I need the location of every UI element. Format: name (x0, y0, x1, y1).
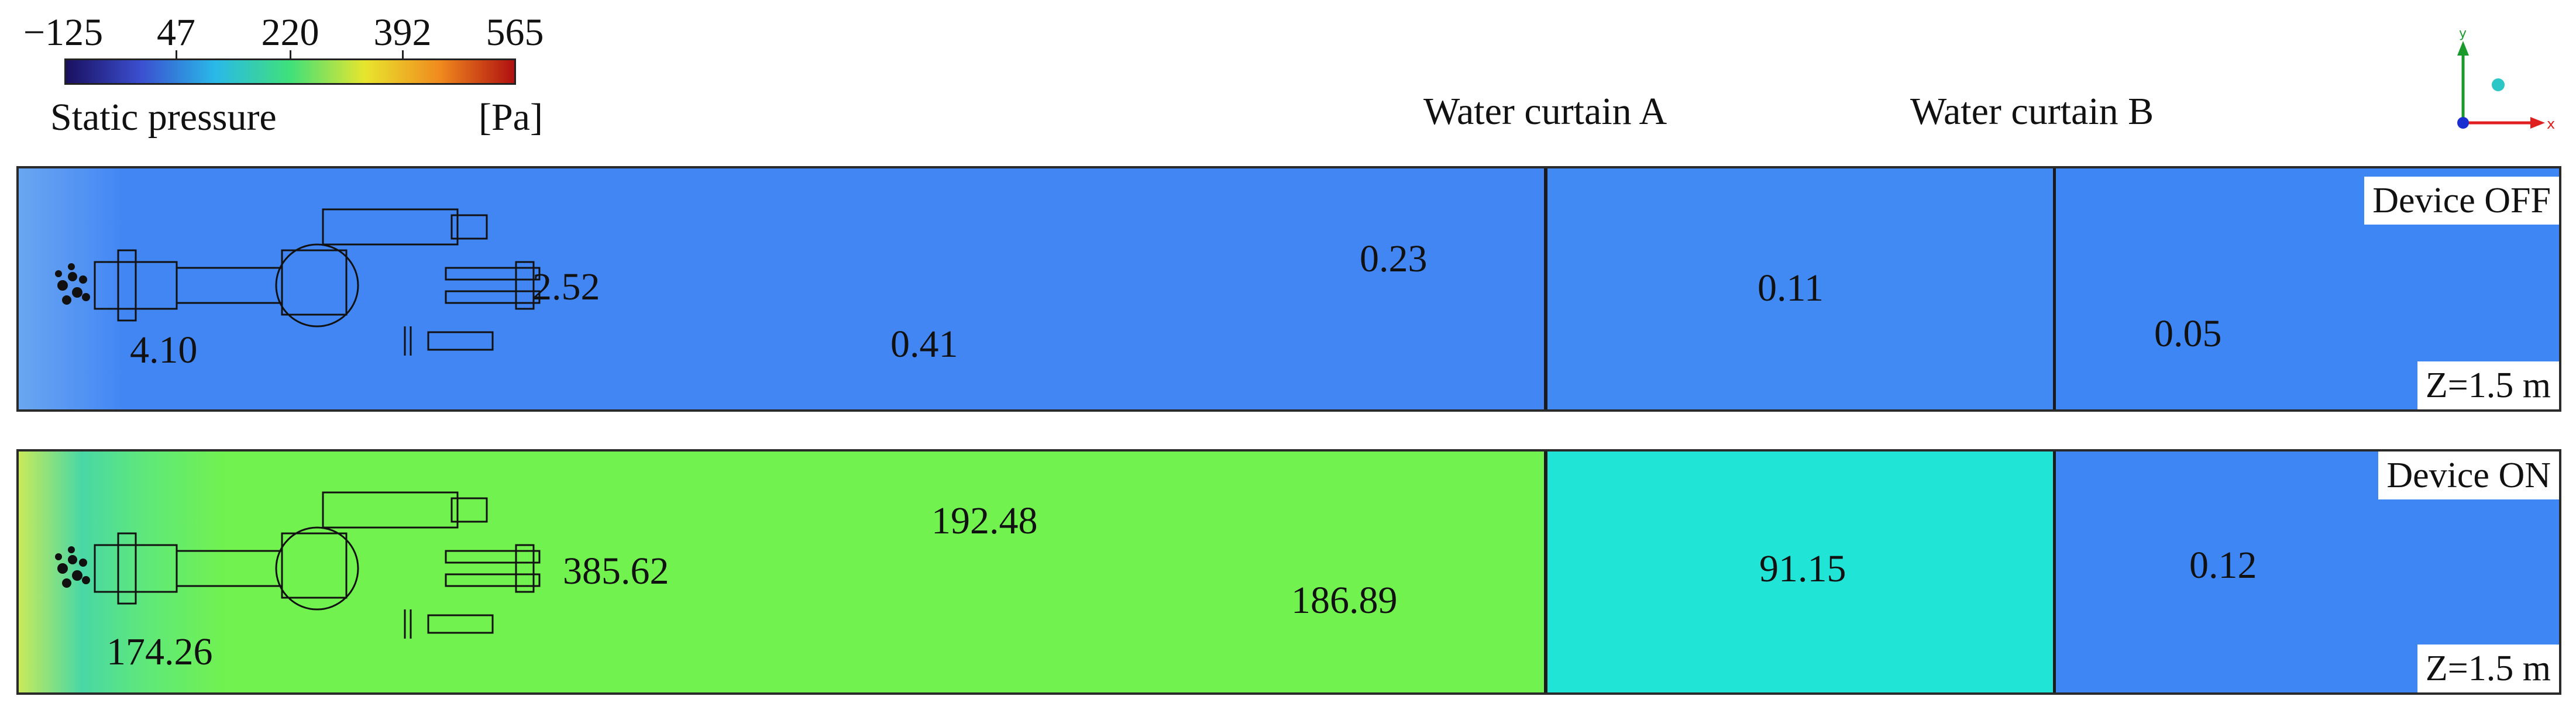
plane-label: Z=1.5 m (2417, 644, 2559, 692)
curtain-a-line (1544, 168, 1547, 409)
legend-tick-label: 47 (157, 11, 195, 54)
curtain-b-line (2053, 451, 2056, 692)
pressure-value: 2.52 (532, 266, 600, 308)
axis-triad-icon: y x (2457, 26, 2555, 132)
device-state-label: Device OFF (2364, 177, 2559, 225)
legend-unit: [Pa] (479, 96, 543, 139)
pressure-value: 0.23 (1360, 237, 1428, 280)
legend-tick-label: 392 (373, 11, 432, 54)
roadheader-machine-icon (55, 208, 541, 356)
pressure-value: 4.10 (130, 329, 198, 371)
svg-text:x: x (2547, 116, 2555, 132)
legend-tick-mark (176, 50, 177, 62)
pressure-value: 0.05 (2154, 312, 2222, 355)
pressure-value: 91.15 (1759, 547, 1846, 590)
legend-tick-label: 220 (261, 11, 319, 54)
pressure-value: 0.41 (890, 323, 958, 366)
colormap-bar (64, 58, 516, 85)
tunnel-zone (19, 168, 1546, 409)
legend-tick-label: −125 (23, 11, 104, 54)
pressure-value: 0.12 (2189, 544, 2257, 587)
near-face-zone (19, 168, 124, 409)
plane-label: Z=1.5 m (2417, 361, 2559, 409)
roadheader-machine-icon (55, 491, 541, 639)
pressure-value: 174.26 (106, 630, 213, 673)
device-off-panel: 4.10 2.52 0.41 0.23 0.11 0.05 Device OFF… (16, 166, 2561, 412)
near-face-zone (19, 451, 229, 692)
legend-tick-mark (290, 50, 291, 62)
water-curtain-a-label: Water curtain A (1423, 90, 1667, 133)
pressure-value: 385.62 (563, 550, 669, 592)
pressure-value: 0.11 (1758, 267, 1824, 309)
curtain-a-zone (1546, 168, 2055, 409)
pressure-value: 192.48 (931, 499, 1038, 542)
legend-tick-mark (402, 50, 404, 62)
device-on-panel: 174.26 385.62 192.48 186.89 91.15 0.12 D… (16, 449, 2561, 695)
device-state-label: Device ON (2378, 451, 2559, 499)
legend-tick-label: 565 (486, 11, 544, 54)
curtain-b-line (2053, 168, 2056, 409)
tunnel-zone (19, 451, 1546, 692)
svg-text:y: y (2459, 26, 2467, 41)
water-curtain-b-label: Water curtain B (1910, 90, 2154, 133)
curtain-a-zone (1546, 451, 2055, 692)
legend-title: Static pressure (50, 96, 277, 139)
curtain-a-line (1544, 451, 1547, 692)
pressure-value: 186.89 (1291, 579, 1398, 622)
